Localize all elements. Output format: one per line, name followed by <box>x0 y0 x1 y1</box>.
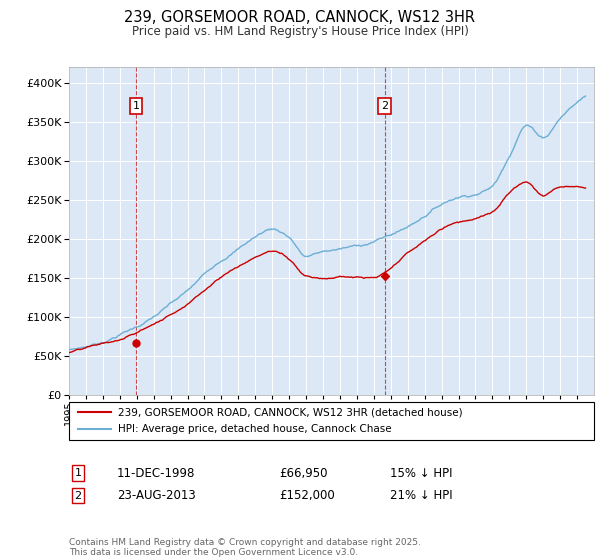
Text: Contains HM Land Registry data © Crown copyright and database right 2025.
This d: Contains HM Land Registry data © Crown c… <box>69 538 421 557</box>
Text: Price paid vs. HM Land Registry's House Price Index (HPI): Price paid vs. HM Land Registry's House … <box>131 25 469 38</box>
Text: 1: 1 <box>74 468 82 478</box>
Text: HPI: Average price, detached house, Cannock Chase: HPI: Average price, detached house, Cann… <box>118 424 392 434</box>
Text: 21% ↓ HPI: 21% ↓ HPI <box>390 489 452 502</box>
Text: 11-DEC-1998: 11-DEC-1998 <box>117 466 196 480</box>
Text: 2: 2 <box>74 491 82 501</box>
Text: 1: 1 <box>133 101 140 111</box>
Text: 23-AUG-2013: 23-AUG-2013 <box>117 489 196 502</box>
Text: 239, GORSEMOOR ROAD, CANNOCK, WS12 3HR (detached house): 239, GORSEMOOR ROAD, CANNOCK, WS12 3HR (… <box>118 407 463 417</box>
Text: 15% ↓ HPI: 15% ↓ HPI <box>390 466 452 480</box>
Text: 2: 2 <box>381 101 388 111</box>
Text: £152,000: £152,000 <box>279 489 335 502</box>
Text: 239, GORSEMOOR ROAD, CANNOCK, WS12 3HR: 239, GORSEMOOR ROAD, CANNOCK, WS12 3HR <box>125 10 476 25</box>
Text: £66,950: £66,950 <box>279 466 328 480</box>
